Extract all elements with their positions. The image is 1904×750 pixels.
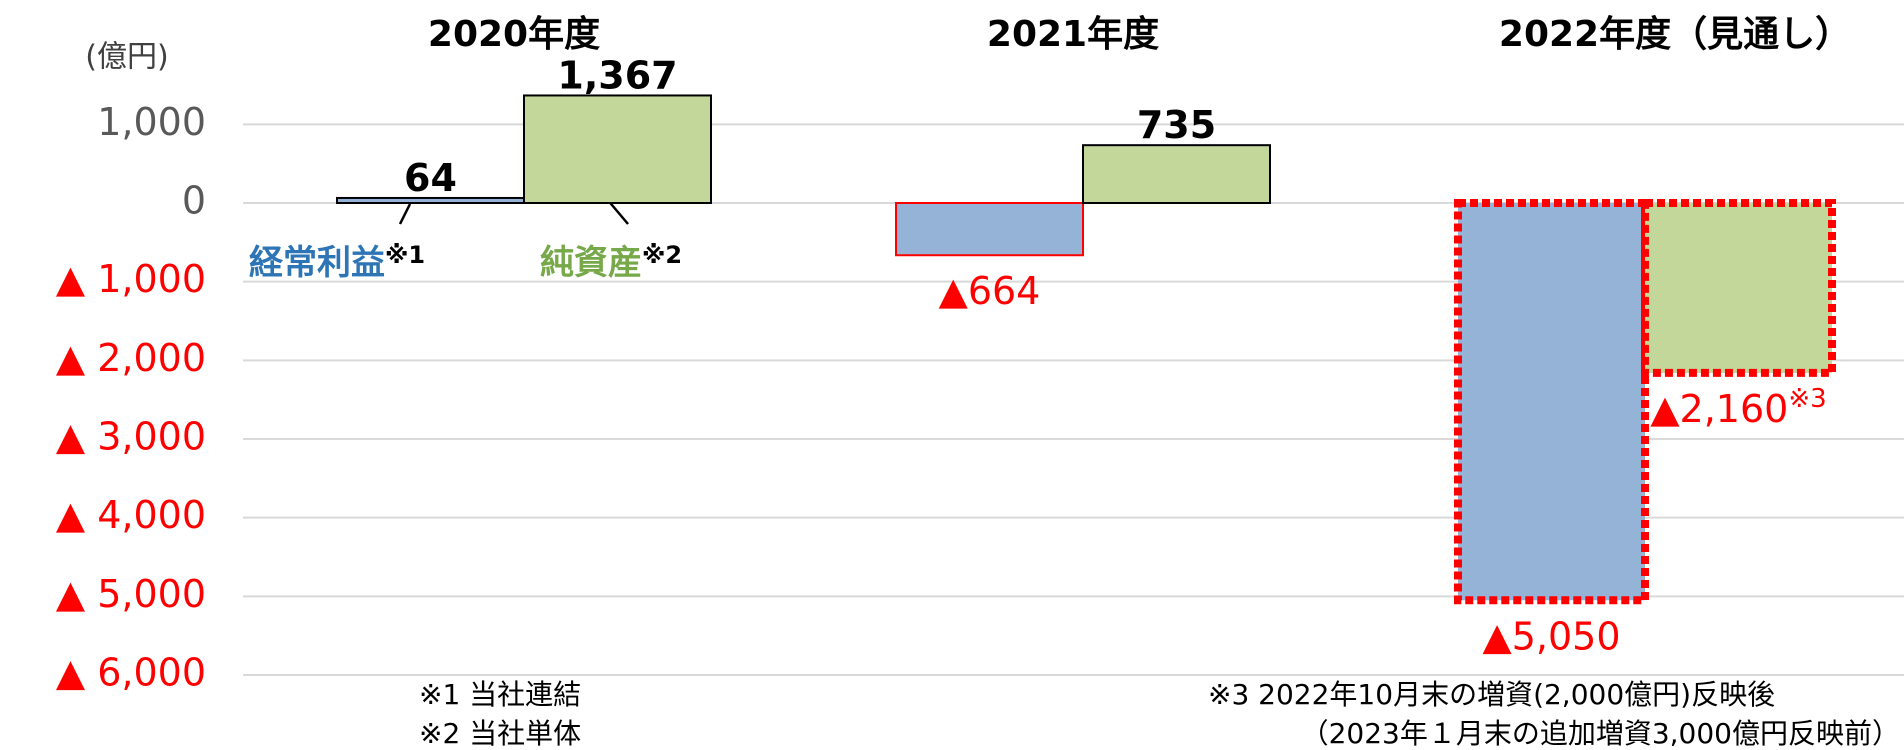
bar (1454, 199, 1649, 605)
y-tick-label: ▲ 6,000 (56, 651, 206, 695)
value-label-text: ▲5,050 (1482, 614, 1620, 658)
value-label-text: ▲664 (939, 269, 1041, 313)
leader-line (398, 203, 412, 225)
value-label-note: ※3 (1788, 383, 1826, 413)
bar (1082, 144, 1271, 204)
bar (523, 94, 712, 204)
footnote: ※2 当社単体 (419, 717, 581, 750)
y-tick-label: ▲ 3,000 (56, 415, 206, 459)
value-label: 735 (1137, 103, 1216, 147)
value-label-text: ▲2,160 (1650, 386, 1788, 430)
value-label-text: 1,367 (557, 53, 677, 97)
category-title: 2020年度 (428, 14, 600, 55)
y-tick-label: ▲ 5,000 (56, 572, 206, 616)
y-tick-label: 1,000 (97, 100, 206, 144)
y-tick-label: 0 (182, 179, 206, 223)
value-label-text: 64 (404, 155, 457, 199)
y-tick-label: ▲ 2,000 (56, 336, 206, 380)
category-title: 2022年度（見通し） (1499, 14, 1851, 55)
footnote: （2023年１月末の追加増資3,000億円反映前） (1301, 717, 1900, 750)
value-label: ▲664 (939, 269, 1041, 313)
legend-note: ※1 (385, 241, 425, 269)
value-label-text: 735 (1137, 103, 1216, 147)
value-label: ▲5,050 (1482, 614, 1620, 658)
y-tick-label: ▲ 4,000 (56, 493, 206, 537)
legend-note: ※2 (642, 241, 682, 269)
legend-entry: 経常利益※1 (249, 241, 425, 283)
footnote: ※1 当社連結 (419, 678, 581, 711)
bar (895, 202, 1084, 257)
value-label: 64 (404, 155, 457, 199)
legend-entry: 純資産※2 (540, 241, 682, 283)
value-label: ▲2,160※3 (1650, 383, 1826, 430)
unit-label: (億円) (85, 40, 168, 75)
value-label: 1,367 (557, 53, 677, 97)
bar (1641, 199, 1836, 377)
legend-name: 経常利益 (249, 243, 385, 283)
legend-name: 純資産 (540, 243, 642, 283)
category-title: 2021年度 (987, 14, 1159, 55)
y-tick-label: ▲ 1,000 (56, 257, 206, 301)
footnote: ※3 2022年10月末の増資(2,000億円)反映後 (1208, 678, 1775, 711)
